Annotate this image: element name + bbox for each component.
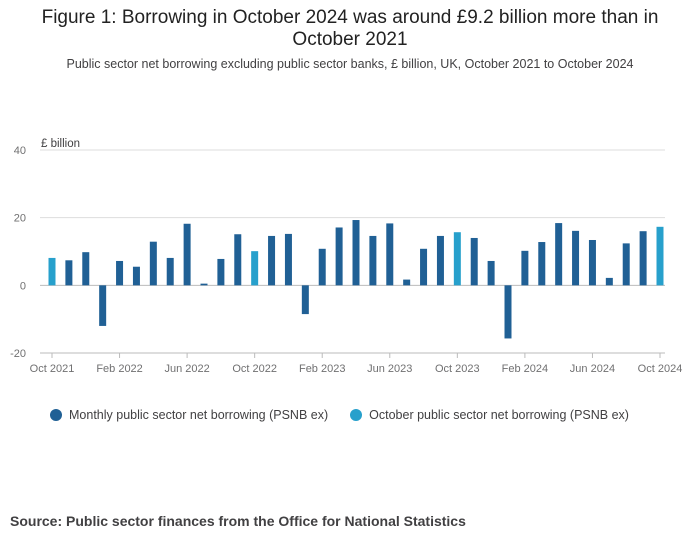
legend-item-october[interactable]: October public sector net borrowing (PSN… (350, 408, 629, 422)
legend-label-monthly: Monthly public sector net borrowing (PSN… (69, 408, 329, 422)
bar (149, 241, 157, 286)
bar (403, 279, 411, 286)
bar (251, 251, 259, 286)
bar (166, 257, 174, 286)
bar (352, 220, 360, 286)
x-tick-label: Oct 2022 (232, 363, 277, 375)
bar (301, 285, 309, 315)
bar (572, 230, 580, 286)
bar-chart: -20 0 20 40 £ billion Oct 2021 Feb 2022 Jun 202… (10, 138, 683, 375)
legend-marker-october-icon (350, 409, 363, 421)
legend-label-october: October public sector net borrowing (PSN… (369, 408, 629, 422)
bar (284, 233, 292, 286)
bar (436, 235, 444, 286)
chart-title: Figure 1: Borrowing in October 2024 was … (41, 7, 659, 50)
chart-subtitle: Public sector net borrowing excluding pu… (66, 57, 634, 71)
bar (318, 248, 326, 286)
bar (82, 252, 90, 286)
y-tick-label: -20 (10, 348, 26, 360)
bar (369, 235, 377, 286)
bar (217, 258, 225, 286)
bar (386, 223, 394, 286)
bar (555, 223, 563, 286)
bar (99, 285, 107, 326)
bar (622, 243, 630, 286)
bar (521, 250, 529, 286)
bar (420, 248, 428, 286)
bar (335, 227, 343, 286)
bar (453, 232, 461, 286)
x-tick-label: Jun 2022 (164, 363, 209, 375)
x-tick-label: Jun 2024 (570, 363, 615, 375)
y-tick-label: 20 (14, 213, 26, 225)
bar (268, 235, 276, 286)
bar (588, 239, 596, 286)
bar (116, 260, 124, 286)
bar (470, 237, 478, 286)
x-tick-label: Oct 2023 (435, 363, 480, 375)
chart-legend: Monthly public sector net borrowing (PSN… (50, 408, 629, 422)
bar (605, 277, 613, 286)
bar (48, 257, 56, 286)
legend-marker-monthly-icon (50, 409, 62, 421)
x-tick-label: Oct 2024 (638, 363, 683, 375)
y-axis-label: £ billion (41, 138, 80, 150)
x-tick-label: Jun 2023 (367, 363, 412, 375)
x-tick-label: Feb 2024 (502, 363, 548, 375)
bar (639, 231, 647, 286)
bar (487, 260, 495, 286)
bar (234, 234, 242, 286)
bar (65, 260, 73, 286)
bar (132, 266, 140, 286)
bar (656, 226, 664, 286)
bar (183, 223, 191, 286)
source-note: Source: Public sector finances from the … (10, 513, 466, 529)
bar (538, 242, 546, 286)
bar (504, 285, 512, 339)
bar (200, 283, 208, 286)
x-tick-label: Oct 2021 (30, 363, 75, 375)
x-tick-label: Feb 2022 (96, 363, 142, 375)
y-tick-label: 0 (20, 280, 26, 292)
x-tick-label: Feb 2023 (299, 363, 345, 375)
legend-item-monthly[interactable]: Monthly public sector net borrowing (PSN… (50, 408, 328, 422)
y-tick-label: 40 (14, 145, 26, 157)
